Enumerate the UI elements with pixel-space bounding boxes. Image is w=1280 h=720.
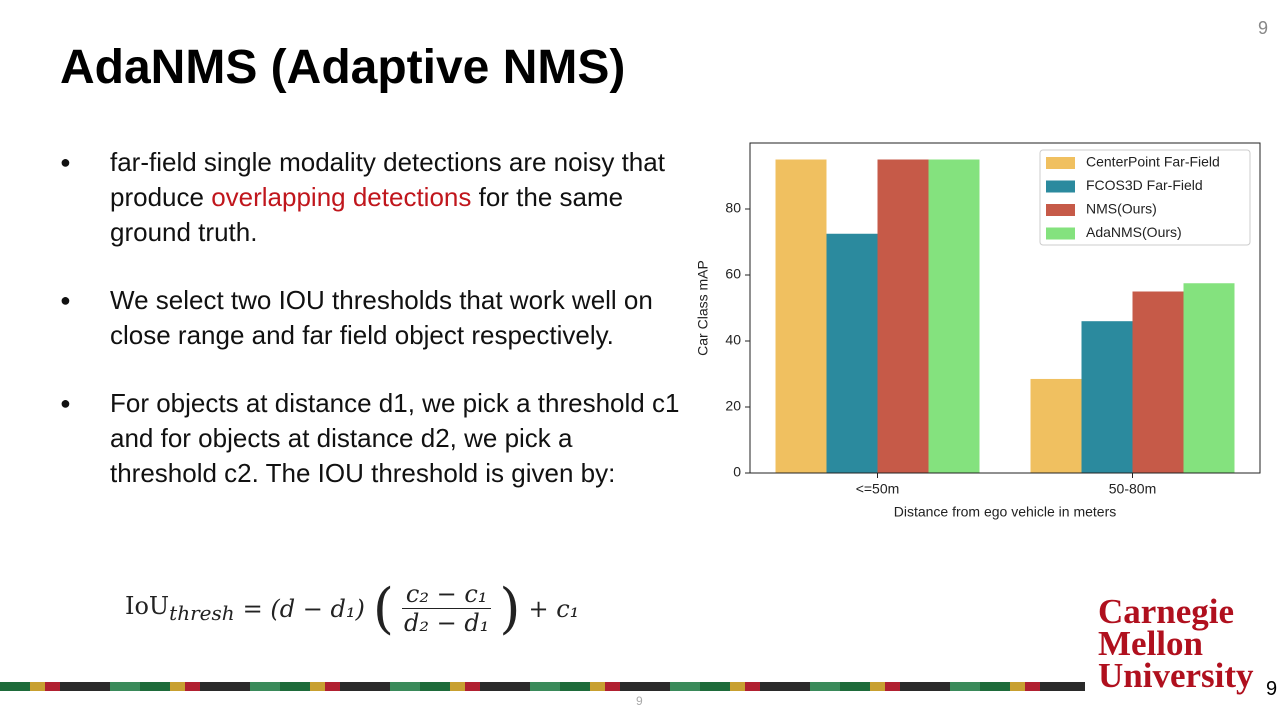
- formula: IoUthresh = (d − d₁) ( c₂ − c₁ d₂ − d₁ ) …: [125, 580, 579, 637]
- bar: [1132, 291, 1184, 473]
- text: for the same ground truth.: [110, 182, 624, 247]
- legend-label: AdaNMS(Ours): [1086, 224, 1182, 240]
- plot-frame: [749, 142, 1261, 474]
- bullet: far-field single modality detections are…: [60, 145, 680, 250]
- bullet-list: far-field single modality detections are…: [60, 145, 680, 524]
- bullet: We select two IOU thresholds that work w…: [60, 283, 680, 353]
- legend-box: [1039, 149, 1251, 246]
- x-tick-label: <=50m: [856, 481, 900, 497]
- text: Carnegie: [1098, 592, 1235, 631]
- paren: (: [372, 576, 394, 640]
- chart: 0 20 40 60 80 <=50m 50-80m Distance from ego ve…: [695, 142, 1261, 520]
- legend-label: NMS(Ours): [1086, 201, 1157, 217]
- highlight: overlapping detections: [211, 182, 472, 212]
- decor-stripe: [0, 682, 1085, 691]
- y-axis-label: Car Class mAP: [695, 260, 711, 356]
- x-axis-label: Distance from ego vehicle in meters: [894, 504, 1117, 520]
- y-tick-label: 20: [725, 398, 741, 414]
- y-tick-label: 60: [725, 266, 741, 282]
- x-tick-label: 50-80m: [1109, 481, 1156, 497]
- legend-swatch: [1046, 157, 1075, 169]
- text: We select two IOU thresholds that work w…: [110, 285, 653, 350]
- corner-page: 9: [1266, 678, 1278, 700]
- text: thresh: [169, 600, 235, 625]
- bar: [877, 159, 929, 473]
- fraction: c₂ − c₁ d₂ − d₁: [401, 580, 492, 637]
- legend-swatch: [1046, 204, 1075, 216]
- text: c₂ − c₁: [401, 580, 492, 609]
- legend-swatch: [1046, 227, 1075, 240]
- text: IoU: [125, 592, 170, 621]
- logo: Carnegie Mellon University: [1098, 592, 1254, 695]
- text: far-field single modality detections are…: [110, 147, 665, 212]
- y-tick-label: 0: [733, 464, 741, 480]
- legend-label: CenterPoint Far-Field: [1086, 154, 1220, 170]
- y-tick-label: 40: [725, 332, 741, 348]
- slide-title: AdaNMS (Adaptive NMS): [60, 41, 626, 94]
- page-number: 9: [1257, 18, 1268, 38]
- legend-swatch: [1046, 180, 1075, 193]
- text: + c₁: [528, 594, 580, 623]
- bar: [1030, 378, 1082, 473]
- bar: [928, 159, 980, 473]
- bar: [1081, 321, 1133, 473]
- bar: [826, 233, 878, 473]
- paren: ): [499, 576, 521, 640]
- footer-page: 9: [636, 694, 643, 708]
- bar: [1183, 283, 1235, 473]
- y-tick-label: 80: [725, 200, 741, 216]
- text: Mellon: [1098, 624, 1203, 663]
- text: University: [1098, 656, 1254, 695]
- bar: [775, 159, 827, 473]
- text: = (d − d₁): [242, 594, 365, 623]
- legend-label: FCOS3D Far-Field: [1086, 177, 1203, 193]
- formula-lhs: IoUthresh: [125, 592, 235, 625]
- text: For objects at distance d1, we pick a th…: [110, 388, 680, 488]
- text: d₂ − d₁: [403, 609, 490, 637]
- bullet: For objects at distance d1, we pick a th…: [60, 386, 680, 491]
